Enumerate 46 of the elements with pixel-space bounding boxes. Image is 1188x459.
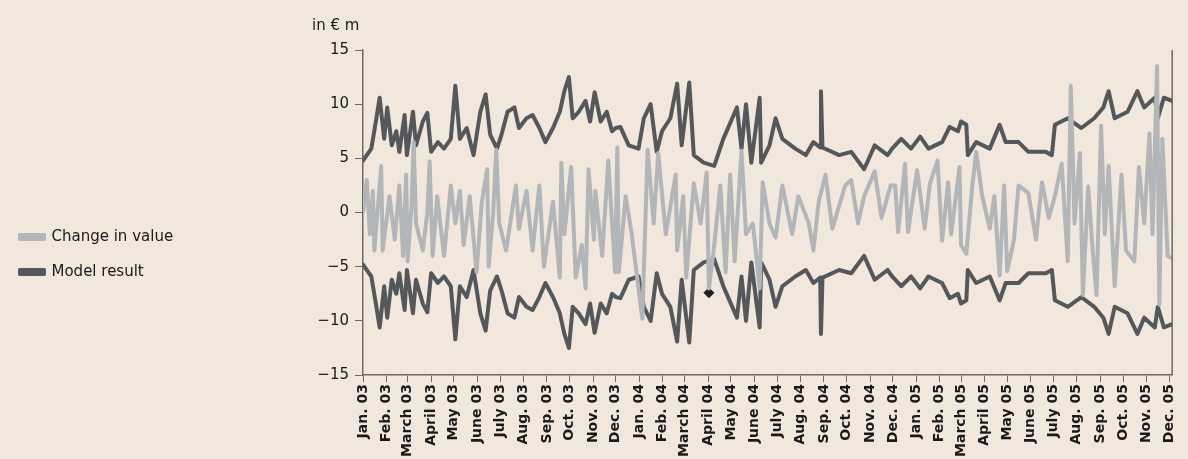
x-tick-label: April 03 (421, 384, 438, 446)
legend-label: Model result (51, 261, 144, 280)
x-tick-label: June 03 (467, 384, 484, 445)
x-tick-label: May 04 (721, 383, 738, 441)
x-tick-label: April 04 (698, 383, 715, 446)
x-tick-label: Feb. 05 (930, 384, 947, 443)
x-tick-label: March 04 (675, 383, 692, 457)
x-tick-label: May 03 (444, 384, 461, 441)
y-axis-title: in € m (312, 16, 360, 34)
x-tick-label: May 05 (997, 384, 1014, 441)
x-tick-label: March 03 (398, 384, 415, 457)
x-tick-label: April 05 (975, 384, 992, 446)
x-tick-label: July 05 (1044, 384, 1060, 439)
x-tick-label: July 04 (767, 383, 784, 439)
x-tick-label: Feb. 04 (653, 383, 670, 443)
x-tick-label: March 05 (951, 384, 968, 457)
x-tick-label: Nov. 05 (1137, 384, 1154, 444)
x-tick-label: Dec. 03 (606, 384, 623, 444)
x-tick-label: Jan. 05 (906, 384, 923, 440)
y-tick-label: 5 (339, 148, 349, 167)
legend-label: Change in value (51, 226, 174, 245)
x-tick-label: Sep. 04 (814, 383, 831, 444)
x-tick-label: Oct. 04 (837, 383, 854, 441)
x-tick-label: Dec. 04 (883, 383, 900, 444)
y-tick-label: −15 (317, 364, 349, 383)
x-tick-label: June 05 (1021, 384, 1038, 445)
x-tick-label: Sep. 05 (1090, 384, 1107, 444)
x-tick-label: Aug. 03 (514, 384, 531, 445)
x-tick-label: June 04 (745, 383, 761, 445)
x-tick-label: Nov. 04 (860, 383, 877, 444)
x-tick-label: Nov. 03 (583, 384, 600, 444)
x-tick-label: Dec. 05 (1159, 384, 1176, 444)
x-tick-label: July 03 (490, 384, 507, 439)
x-tick-label: Oct. 05 (1113, 384, 1130, 441)
x-tick-label: Feb. 03 (377, 384, 394, 443)
y-tick-label: 15 (329, 39, 349, 58)
x-tick-label: Jan. 03 (353, 384, 370, 440)
y-tick-label: −10 (317, 310, 349, 329)
y-tick-label: 0 (339, 202, 349, 221)
x-tick-label: Aug. 04 (791, 383, 808, 445)
x-tick-label: Aug. 05 (1067, 384, 1084, 445)
y-tick-label: 10 (329, 94, 349, 113)
x-tick-label: Jan. 04 (629, 383, 646, 440)
x-tick-label: Sep. 03 (537, 384, 554, 444)
x-tick-label: Oct. 03 (560, 384, 577, 441)
y-tick-label: −5 (326, 256, 349, 275)
